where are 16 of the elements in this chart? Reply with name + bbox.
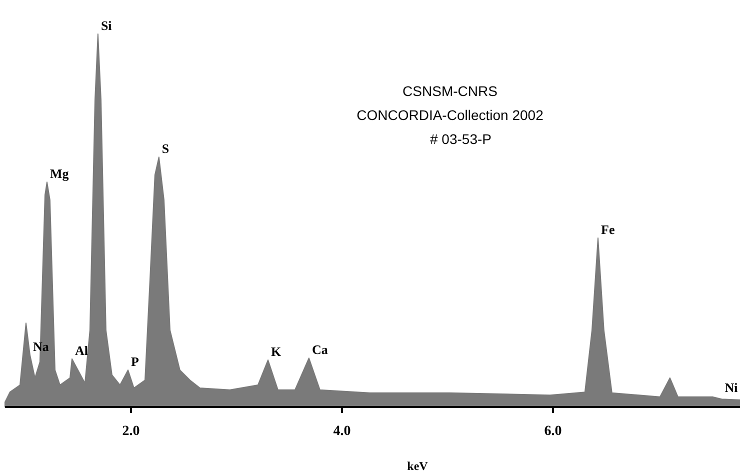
annotation: Ca [312,342,328,358]
annotation: Al [74,342,88,358]
x-tick-label: 2.0 [122,424,140,439]
x-tick-label: 4.0 [333,424,351,439]
annotation: K [271,344,282,359]
x-tick-label: 6.0 [544,424,562,439]
annotation: Si [100,18,112,33]
annotation: Fe [601,222,615,238]
annotation: P [131,354,140,370]
annotation: Ni [724,380,738,395]
annotation: S [162,141,170,156]
annotation: CONCORDIA-Collection 2002 [356,107,544,123]
x-axis-title: keV [407,459,428,473]
annotation: Mg [50,166,70,182]
annotation: # 03-53-P [430,131,492,147]
annotation: CSNSM-CNRS [402,83,498,99]
